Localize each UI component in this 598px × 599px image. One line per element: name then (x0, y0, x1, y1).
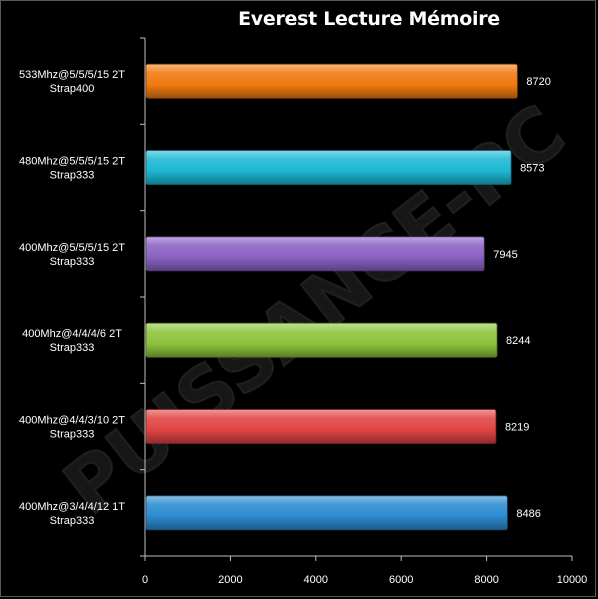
category-label-4: 400Mhz@4/4/4/6 2T Strap333 (22, 328, 122, 354)
value-label-5: 8219 (505, 422, 529, 434)
value-label-2: 8573 (520, 163, 544, 175)
bar-6 (145, 495, 508, 531)
x-tick-label: 6000 (389, 574, 413, 586)
bar-5 (145, 409, 497, 444)
value-label-6: 8486 (516, 508, 540, 520)
chart-labels: 0 2000 4000 6000 8000 10000 8720 533Mhz@5/5/5/1… (19, 69, 587, 586)
category-label-3: 400Mhz@5/5/5/15 2T Strap333 (19, 242, 125, 268)
value-label-1: 8720 (526, 76, 550, 88)
category-label-2: 480Mhz@5/5/5/15 2T Strap333 (19, 156, 125, 182)
bar-1 (145, 63, 518, 99)
value-label-4: 8244 (506, 335, 530, 347)
x-tick-label: 2000 (218, 574, 242, 586)
chart-axes (140, 37, 573, 561)
chart-bars (145, 63, 518, 531)
category-label-6: 400Mhz@3/4/4/12 1T Strap333 (19, 501, 125, 527)
category-label-1: 533Mhz@5/5/5/15 2T Strap400 (19, 69, 125, 95)
bar-4 (145, 322, 498, 358)
x-tick-label: 8000 (474, 574, 498, 586)
bar-3 (145, 236, 485, 272)
chart-title: Everest Lecture Mémoire (238, 8, 500, 30)
x-tick-label: 10000 (557, 574, 588, 586)
x-tick-label: 4000 (304, 574, 328, 586)
x-tick-label: 0 (142, 574, 148, 586)
bar-2 (145, 150, 512, 185)
value-label-3: 7945 (493, 249, 517, 261)
category-label-5: 400Mhz@4/4/3/10 2T Strap333 (19, 415, 125, 441)
